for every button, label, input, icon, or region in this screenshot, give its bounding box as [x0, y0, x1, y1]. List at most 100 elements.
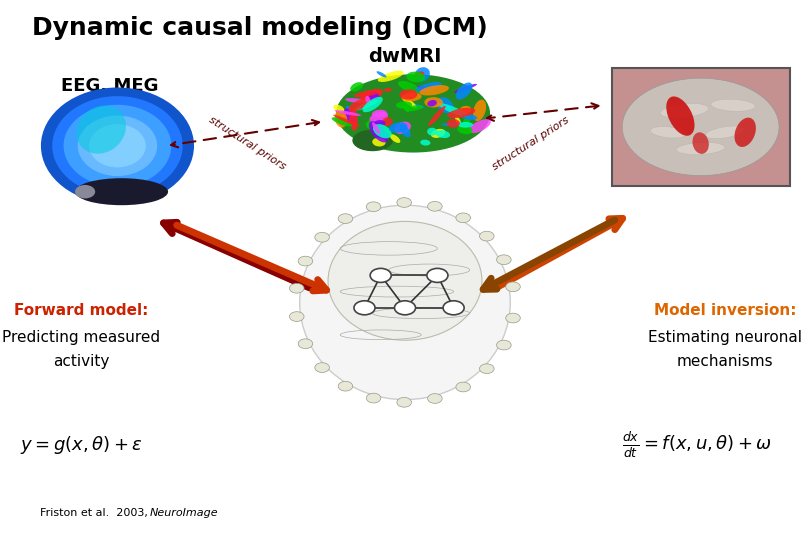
Ellipse shape [403, 105, 410, 112]
Ellipse shape [431, 129, 446, 138]
Ellipse shape [459, 106, 471, 114]
Circle shape [456, 382, 471, 392]
Text: mechanisms: mechanisms [676, 354, 774, 369]
Ellipse shape [394, 122, 411, 134]
Text: activity: activity [53, 354, 109, 369]
Ellipse shape [650, 126, 686, 138]
Ellipse shape [436, 130, 450, 138]
Ellipse shape [458, 122, 473, 127]
Ellipse shape [447, 119, 460, 127]
Circle shape [370, 268, 391, 282]
Ellipse shape [373, 138, 386, 146]
Ellipse shape [676, 143, 725, 154]
Text: Predicting measured: Predicting measured [2, 330, 160, 345]
Ellipse shape [411, 86, 428, 92]
Ellipse shape [333, 105, 344, 112]
Circle shape [366, 202, 381, 212]
Ellipse shape [369, 121, 388, 143]
Ellipse shape [372, 110, 387, 118]
Ellipse shape [427, 128, 437, 136]
Circle shape [289, 284, 304, 293]
Ellipse shape [89, 124, 146, 167]
Ellipse shape [469, 119, 491, 133]
Ellipse shape [40, 87, 194, 204]
Ellipse shape [78, 116, 157, 176]
Ellipse shape [735, 118, 756, 147]
Ellipse shape [455, 116, 461, 125]
Ellipse shape [428, 106, 446, 126]
Circle shape [428, 394, 442, 403]
Ellipse shape [457, 125, 472, 134]
Text: f.MRI: f.MRI [701, 77, 753, 96]
Ellipse shape [352, 130, 393, 151]
Ellipse shape [335, 110, 361, 116]
Ellipse shape [360, 89, 383, 101]
Ellipse shape [415, 71, 424, 77]
Text: NeuroImage: NeuroImage [150, 508, 219, 518]
Circle shape [338, 381, 352, 391]
Ellipse shape [369, 91, 379, 102]
Ellipse shape [427, 100, 437, 106]
Ellipse shape [76, 105, 126, 154]
Circle shape [427, 268, 448, 282]
Ellipse shape [374, 120, 386, 126]
Circle shape [505, 313, 520, 323]
Circle shape [480, 231, 494, 241]
Ellipse shape [667, 97, 694, 136]
Ellipse shape [75, 185, 95, 198]
Ellipse shape [693, 132, 709, 154]
Circle shape [456, 213, 471, 222]
Ellipse shape [373, 124, 392, 138]
Ellipse shape [420, 140, 430, 146]
Text: Dynamic causal modeling (DCM): Dynamic causal modeling (DCM) [32, 16, 488, 40]
Ellipse shape [416, 82, 441, 92]
Circle shape [394, 301, 416, 315]
Text: structural priors: structural priors [207, 114, 288, 172]
Text: $\frac{dx}{dt} = f(x,u,\theta) + \omega$: $\frac{dx}{dt} = f(x,u,\theta) + \omega$ [621, 431, 772, 460]
Ellipse shape [441, 123, 463, 126]
Ellipse shape [362, 97, 383, 112]
Ellipse shape [336, 74, 490, 152]
Ellipse shape [706, 126, 744, 139]
Ellipse shape [333, 114, 360, 127]
Text: Forward model:: Forward model: [14, 303, 148, 318]
Ellipse shape [372, 122, 380, 134]
Ellipse shape [343, 109, 357, 126]
Ellipse shape [348, 98, 371, 111]
Circle shape [289, 312, 304, 321]
Ellipse shape [382, 117, 393, 126]
Ellipse shape [300, 205, 510, 400]
Ellipse shape [384, 88, 392, 92]
Ellipse shape [437, 97, 454, 113]
Circle shape [338, 214, 352, 224]
Ellipse shape [331, 117, 352, 126]
Ellipse shape [454, 84, 477, 93]
Ellipse shape [52, 96, 182, 195]
Ellipse shape [346, 106, 356, 116]
Ellipse shape [407, 72, 425, 83]
Ellipse shape [438, 103, 468, 117]
Ellipse shape [63, 105, 172, 187]
Ellipse shape [463, 117, 471, 124]
Ellipse shape [345, 98, 368, 103]
Ellipse shape [424, 97, 443, 107]
Ellipse shape [399, 125, 411, 137]
Text: Estimating neuronal: Estimating neuronal [648, 330, 802, 345]
Ellipse shape [396, 101, 412, 109]
Circle shape [315, 232, 330, 242]
Ellipse shape [349, 108, 358, 131]
Ellipse shape [335, 110, 347, 127]
Ellipse shape [622, 78, 779, 176]
Ellipse shape [456, 83, 472, 100]
Ellipse shape [415, 67, 430, 82]
Circle shape [354, 301, 375, 315]
Circle shape [298, 256, 313, 266]
FancyBboxPatch shape [612, 68, 790, 186]
Ellipse shape [462, 114, 477, 120]
Ellipse shape [377, 71, 386, 77]
Text: Friston et al.  2003,: Friston et al. 2003, [40, 508, 152, 518]
Ellipse shape [390, 134, 400, 143]
Circle shape [505, 282, 520, 292]
Text: EEG, MEG: EEG, MEG [61, 77, 158, 96]
Text: Model inversion:: Model inversion: [654, 303, 796, 318]
